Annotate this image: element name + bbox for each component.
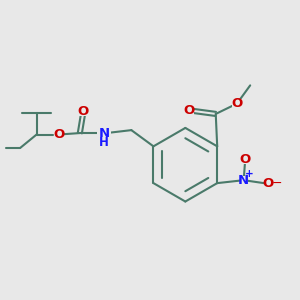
FancyBboxPatch shape [79, 107, 88, 116]
Text: N: N [98, 127, 110, 140]
FancyBboxPatch shape [184, 106, 194, 116]
Text: O: O [78, 105, 89, 119]
Text: N: N [238, 174, 249, 187]
Text: O: O [53, 128, 64, 141]
Text: O: O [184, 104, 195, 118]
Text: O: O [240, 153, 251, 166]
FancyBboxPatch shape [54, 130, 63, 139]
Text: H: H [99, 136, 109, 149]
FancyBboxPatch shape [232, 99, 242, 108]
FancyBboxPatch shape [240, 176, 248, 184]
Text: O: O [231, 97, 243, 110]
Text: O: O [263, 177, 274, 190]
FancyBboxPatch shape [241, 155, 250, 164]
FancyBboxPatch shape [264, 179, 273, 188]
Text: +: + [245, 169, 254, 179]
Text: −: − [272, 177, 283, 190]
FancyBboxPatch shape [97, 129, 111, 137]
